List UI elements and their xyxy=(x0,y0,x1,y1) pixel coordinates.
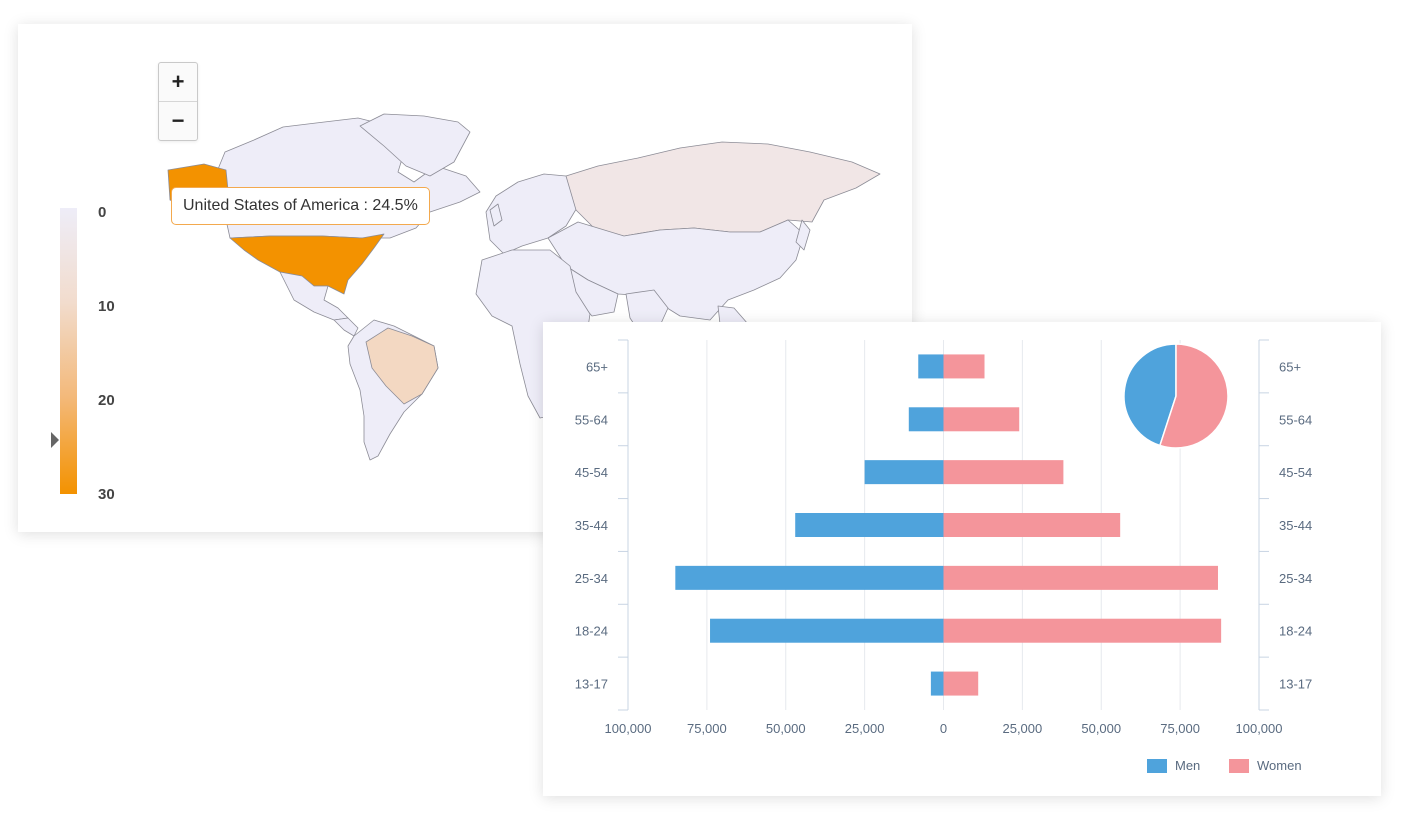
zoom-controls: + − xyxy=(158,62,198,141)
y-tick-label-right: 65+ xyxy=(1279,359,1301,374)
pie-slice-women xyxy=(1158,343,1229,449)
brazil-region[interactable] xyxy=(365,327,439,405)
legend-tick-20: 20 xyxy=(98,392,115,409)
x-tick-label: 50,000 xyxy=(1081,721,1121,736)
x-tick-label: 50,000 xyxy=(766,721,806,736)
zoom-in-button[interactable]: + xyxy=(171,69,185,94)
color-scale-bar xyxy=(60,208,77,494)
y-tick-label-right: 25-34 xyxy=(1279,571,1312,586)
usa-region[interactable] xyxy=(229,233,385,295)
men-swatch xyxy=(1147,758,1167,773)
y-tick-label-right: 45-54 xyxy=(1279,465,1312,480)
x-tick-label: 25,000 xyxy=(845,721,885,736)
y-tick-label-right: 18-24 xyxy=(1279,624,1312,639)
uk-region[interactable] xyxy=(489,203,503,227)
legend-label-women: Women xyxy=(1257,758,1302,773)
men-bar xyxy=(908,407,944,432)
map-panel: + − 0 10 20 30 United States of America … xyxy=(18,24,912,532)
russia-region[interactable] xyxy=(565,141,881,237)
y-tick-label-right: 35-44 xyxy=(1279,518,1312,533)
women-bar xyxy=(943,460,1064,485)
y-tick-label-left: 13-17 xyxy=(575,677,608,692)
legend-tick-10: 10 xyxy=(98,298,115,315)
legend-item-women[interactable]: Women xyxy=(1229,758,1302,773)
asia-region[interactable] xyxy=(547,219,805,321)
y-tick-label-left: 35-44 xyxy=(575,518,608,533)
pie-slice-men xyxy=(1123,343,1177,447)
y-tick-label-right: 13-17 xyxy=(1279,677,1312,692)
legend-item-men[interactable]: Men xyxy=(1147,758,1200,773)
women-bar xyxy=(943,618,1222,643)
women-bar xyxy=(943,354,985,379)
legend-pointer-icon xyxy=(51,432,59,448)
legend-label-men: Men xyxy=(1175,758,1201,773)
population-pyramid-chart: 100,000 75,000 50,000 25,000 0 25,000 50,000 75… xyxy=(575,339,1312,736)
women-bar xyxy=(943,565,1218,590)
men-bar xyxy=(864,460,944,485)
y-tick-label-left: 45-54 xyxy=(575,465,608,480)
zoom-out-button[interactable]: − xyxy=(159,101,197,140)
x-tick-label: 75,000 xyxy=(1160,721,1200,736)
population-pyramid-panel: 100,000 75,000 50,000 25,000 0 25,000 50,000 75… xyxy=(543,322,1381,796)
women-bar xyxy=(943,513,1121,537)
y-tick-label-left: 65+ xyxy=(586,359,608,374)
y-tick-label-left: 25-34 xyxy=(575,571,608,586)
x-tick-label: 100,000 xyxy=(1236,721,1283,736)
x-tick-label: 25,000 xyxy=(1002,721,1042,736)
mexico-region[interactable] xyxy=(279,271,349,321)
men-bar xyxy=(675,565,944,590)
men-bar xyxy=(710,618,944,643)
map-tooltip: United States of America : 24.5% xyxy=(171,187,430,225)
legend-tick-30: 30 xyxy=(98,486,115,503)
x-tick-label: 100,000 xyxy=(605,721,652,736)
men-bar xyxy=(795,513,944,537)
y-tick-label-left: 55-64 xyxy=(575,412,608,427)
greenland-region[interactable] xyxy=(359,113,471,177)
men-bar xyxy=(918,354,944,379)
x-tick-label: 75,000 xyxy=(687,721,727,736)
men-bar xyxy=(930,671,944,696)
legend-tick-0: 0 xyxy=(98,204,107,221)
women-bar xyxy=(943,671,979,696)
japan-region[interactable] xyxy=(795,219,811,251)
y-tick-label-right: 55-64 xyxy=(1279,412,1312,427)
y-tick-label-left: 18-24 xyxy=(575,624,608,639)
central-america-region[interactable] xyxy=(333,317,359,337)
x-tick-label: 0 xyxy=(940,721,947,736)
women-swatch xyxy=(1229,758,1249,773)
women-bar xyxy=(943,407,1020,432)
